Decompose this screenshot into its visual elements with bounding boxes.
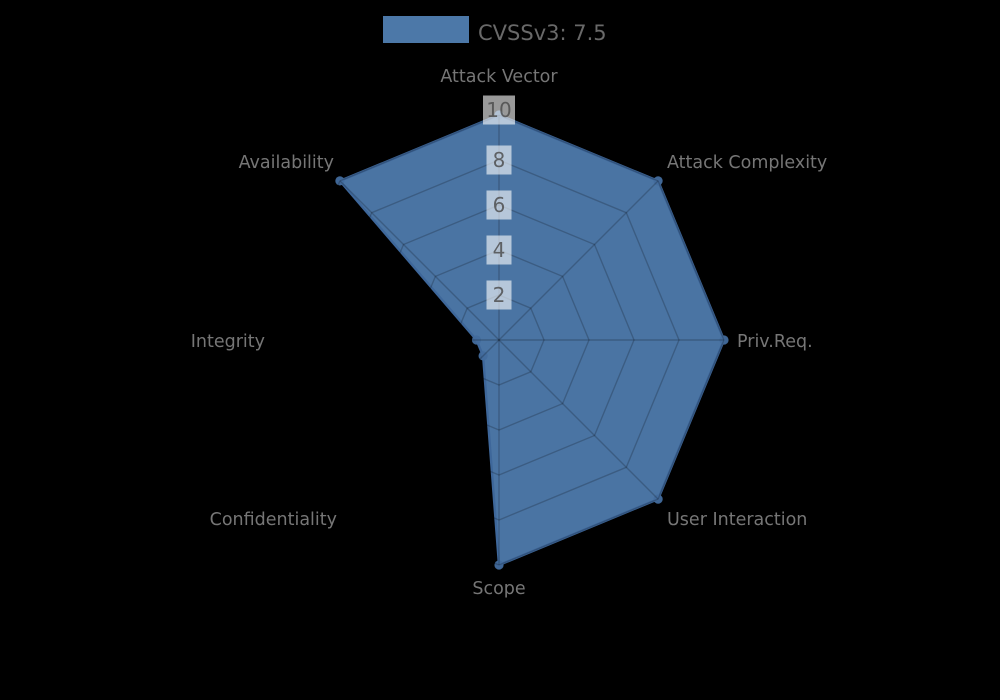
tick-backdrop-8 (486, 145, 512, 175)
axis-labels: Attack Vector Attack Complexity Priv.Req. U… (191, 67, 828, 599)
tick-label-2: 2 (493, 283, 506, 307)
data-series-group (335, 110, 729, 570)
tick-label-8: 8 (493, 148, 506, 172)
grid-spoke-3 (498, 339, 659, 500)
tick-backdrop-4 (486, 235, 512, 265)
vertex-dot-4 (494, 560, 504, 570)
vertex-dot-7 (335, 176, 345, 186)
legend-label: CVSSv3: 7.5 (478, 21, 607, 45)
grid-ring-2 (453, 294, 545, 386)
grid-ring-4 (408, 249, 590, 431)
tick-label-4: 4 (493, 238, 506, 262)
legend-swatch (383, 16, 469, 43)
vertex-dot-1 (653, 176, 663, 186)
vertex-dot-3 (653, 494, 663, 504)
tick-backdrop-6 (486, 190, 512, 220)
vertex-dot-2 (719, 335, 729, 345)
axis-label-5: Confidentiality (210, 510, 337, 530)
axis-label-4: Scope (472, 579, 525, 599)
vertex-dot-5 (478, 351, 488, 361)
tick-backdrop-2 (486, 280, 512, 310)
legend: CVSSv3: 7.5 (383, 16, 607, 45)
tick-label-6: 6 (493, 193, 506, 217)
grid-spoke-5 (339, 339, 500, 500)
tick-label-10: 10 (486, 98, 511, 122)
grid-ring-8 (318, 159, 680, 521)
tick-backdrop-10 (483, 95, 515, 125)
grid-spoke-7 (339, 180, 500, 341)
grid-ring-6 (363, 204, 635, 476)
grid-web (273, 114, 725, 566)
axis-label-0: Attack Vector (440, 67, 558, 87)
grid-spoke-1 (498, 180, 659, 341)
vertex-dot-6 (471, 335, 482, 345)
axis-label-2: Priv.Req. (737, 332, 813, 352)
radial-ticks: 2 4 6 8 10 (483, 95, 515, 310)
axis-label-1: Attack Complexity (667, 153, 827, 173)
grid-ring-10 (273, 114, 725, 566)
radar-plot-area: 2 4 6 8 10 Attack Vector Attack Complexity Priv… (191, 67, 828, 599)
axis-label-3: User Interaction (667, 510, 807, 530)
axis-label-7: Availability (239, 153, 334, 173)
axis-label-6: Integrity (191, 332, 265, 352)
